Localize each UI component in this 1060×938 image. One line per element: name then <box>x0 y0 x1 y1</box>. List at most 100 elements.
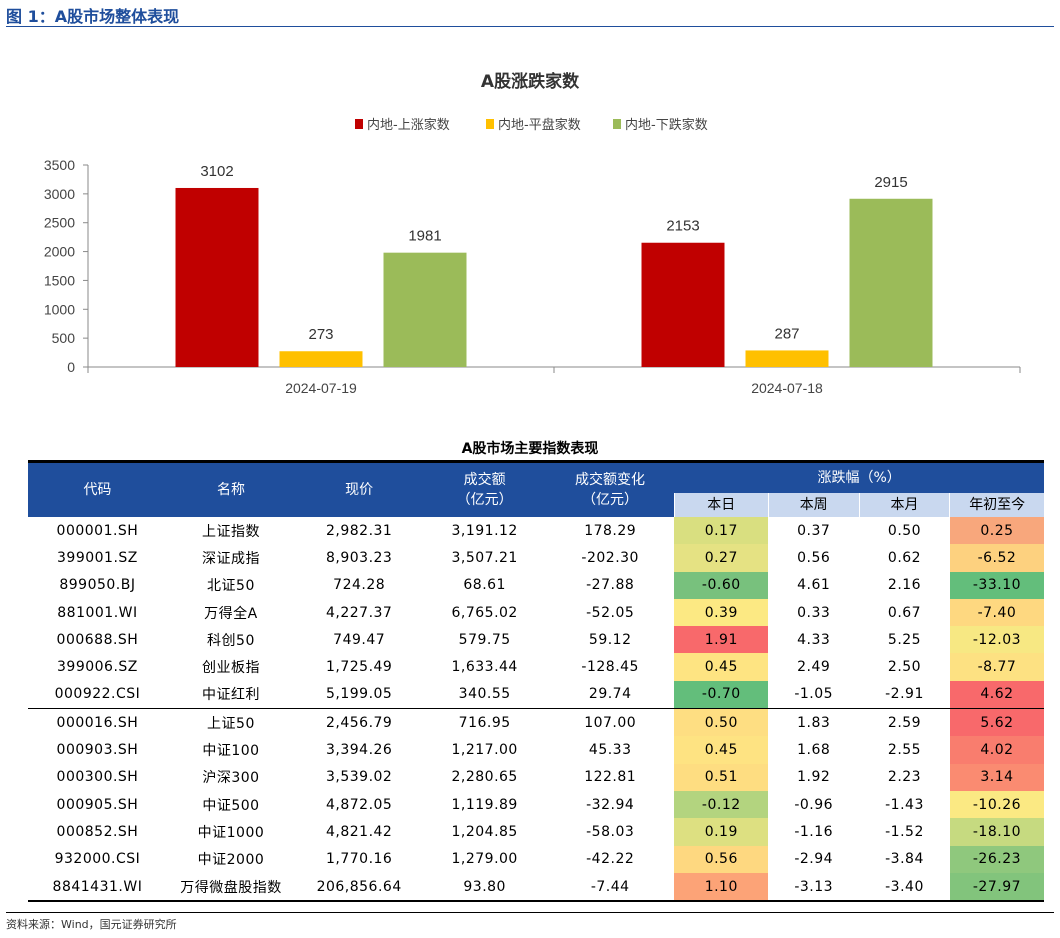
cell-week: -1.16 <box>794 823 834 840</box>
cell-day: 1.91 <box>674 626 769 654</box>
cell-month: 0.67 <box>887 604 922 621</box>
bar-1-1 <box>745 350 829 367</box>
header-day: 本日 <box>673 493 769 517</box>
header-change-line1: 成交额变化 <box>574 472 645 488</box>
cell-change: -128.45 <box>581 659 639 676</box>
cell-day: 0.39 <box>674 598 769 627</box>
cell-week: -0.96 <box>794 796 834 813</box>
cell-change: -32.94 <box>586 796 635 813</box>
cell-price: 206,856.64 <box>295 872 424 903</box>
cell-name: 中证红利 <box>201 687 260 704</box>
cell-price: 3,394.26 <box>325 742 393 759</box>
cell-name: 沪深300 <box>202 770 260 787</box>
cell-name: 中证2000 <box>197 852 265 869</box>
cell-month: 2.59 <box>859 708 950 737</box>
cell-week: 4.33 <box>797 631 831 648</box>
legend-label-0: 内地-上涨家数 <box>367 117 450 133</box>
data-label: 273 <box>308 326 333 343</box>
cell-day: -0.70 <box>674 680 769 709</box>
y-tick-label: 500 <box>52 330 76 346</box>
cell-change: -27.88 <box>586 577 635 594</box>
cell-day: 0.45 <box>674 653 769 681</box>
legend-swatch-1 <box>486 119 494 129</box>
table-row: 399006.SZ 创业板指 1,725.49 1,633.44 -128.45 0.45… <box>28 653 1044 681</box>
bar-2-0 <box>383 252 467 367</box>
cell-ytd: 3.14 <box>949 763 1044 791</box>
table-row: 399001.SZ 深证成指 8,903.23 3,507.21 -202.30 0.27… <box>28 544 1044 572</box>
y-tick-label: 2500 <box>44 215 75 231</box>
cell-ytd: 5.62 <box>949 708 1044 737</box>
cell-week: -2.94 <box>794 851 834 868</box>
cell-turnover: 1,119.89 <box>451 796 518 813</box>
cell-name: 北证50 <box>207 578 255 595</box>
cell-ytd: -18.10 <box>949 818 1044 846</box>
cell-ytd: -8.77 <box>949 653 1044 681</box>
cell-change: -202.30 <box>581 549 639 566</box>
header-turnover-change: 成交额变化 （亿元） <box>546 461 675 517</box>
cell-ytd: -10.26 <box>949 790 1044 819</box>
source-rule <box>6 912 1054 913</box>
cell-name: 中证500 <box>202 797 260 814</box>
bar-0-1 <box>641 242 725 367</box>
cell-turnover: 1,633.44 <box>451 659 518 676</box>
cell-ytd: -27.97 <box>949 872 1044 903</box>
cell-month: 2.23 <box>887 769 922 786</box>
cell-turnover: 2,280.65 <box>451 769 518 786</box>
cell-week: 0.33 <box>797 604 831 621</box>
cell-turnover: 1,279.00 <box>451 851 518 868</box>
header-turnover: 成交额 （亿元） <box>423 461 547 517</box>
data-label: 3102 <box>200 163 233 180</box>
cell-week: -1.05 <box>794 686 834 703</box>
table-row: 8841431.WI 万得微盘股指数 206,856.64 93.80 -7.44 1.1… <box>28 872 1044 903</box>
cell-turnover: 340.55 <box>458 686 511 703</box>
cell-turnover: 579.75 <box>458 631 511 648</box>
data-label: 2153 <box>666 218 699 235</box>
x-tick-label: 2024-07-18 <box>751 380 823 396</box>
cell-week: 1.68 <box>797 742 831 759</box>
cell-price: 3,539.02 <box>325 769 393 786</box>
cell-change: -58.03 <box>586 823 635 840</box>
cell-price: 724.28 <box>333 577 386 594</box>
cell-change: 107.00 <box>546 708 675 737</box>
header-week: 本周 <box>767 493 860 517</box>
cell-day: 0.17 <box>674 517 769 545</box>
cell-change: 59.12 <box>588 631 632 648</box>
cell-name: 创业板指 <box>201 660 260 677</box>
cell-code: 399001.SZ <box>57 549 138 566</box>
y-tick-label: 2000 <box>44 244 75 260</box>
table-row: 899050.BJ 北证50 724.28 68.61 -27.88 -0.60 4.61 2… <box>28 571 1044 599</box>
header-price: 现价 <box>295 461 424 517</box>
source-note: 资料来源：Wind，国元证券研究所 <box>6 918 177 931</box>
cell-code: 932000.CSI <box>54 851 141 868</box>
cell-code: 000922.CSI <box>54 686 141 703</box>
data-label: 2915 <box>874 174 907 191</box>
cell-change: -42.22 <box>586 851 635 868</box>
cell-turnover: 3,507.21 <box>451 549 518 566</box>
table-row: 932000.CSI 中证2000 1,770.16 1,279.00 -42.22 0.… <box>28 845 1044 873</box>
cell-code: 000001.SH <box>56 522 139 539</box>
cell-month: 2.16 <box>887 577 922 594</box>
cell-code: 000903.SH <box>56 742 139 759</box>
y-tick-label: 3500 <box>44 157 75 173</box>
data-label: 287 <box>774 325 799 342</box>
legend-swatch-2 <box>613 119 621 129</box>
cell-ytd: 4.02 <box>949 736 1044 764</box>
cell-name: 科创50 <box>207 632 255 649</box>
cell-price: 4,872.05 <box>325 796 393 813</box>
cell-month: -2.91 <box>885 686 924 703</box>
cell-month: 5.25 <box>887 631 922 648</box>
cell-code: 000688.SH <box>56 631 139 648</box>
cell-ytd: 4.62 <box>949 680 1044 709</box>
cell-change: 122.81 <box>584 769 637 786</box>
cell-code: 000852.SH <box>56 823 139 840</box>
cell-week: 1.83 <box>768 708 860 737</box>
cell-turnover: 1,217.00 <box>451 742 518 759</box>
data-label: 1981 <box>408 228 441 245</box>
cell-name: 万得全A <box>204 605 258 622</box>
table-row: 881001.WI 万得全A 4,227.37 6,765.02 -52.05 0.39 0… <box>28 598 1044 627</box>
cell-code: 000016.SH <box>28 708 167 737</box>
cell-code: 8841431.WI <box>28 872 167 903</box>
chart-title: A股涨跌家数 <box>481 71 580 92</box>
cell-week: 0.37 <box>797 522 831 539</box>
cell-turnover: 68.61 <box>463 577 506 594</box>
